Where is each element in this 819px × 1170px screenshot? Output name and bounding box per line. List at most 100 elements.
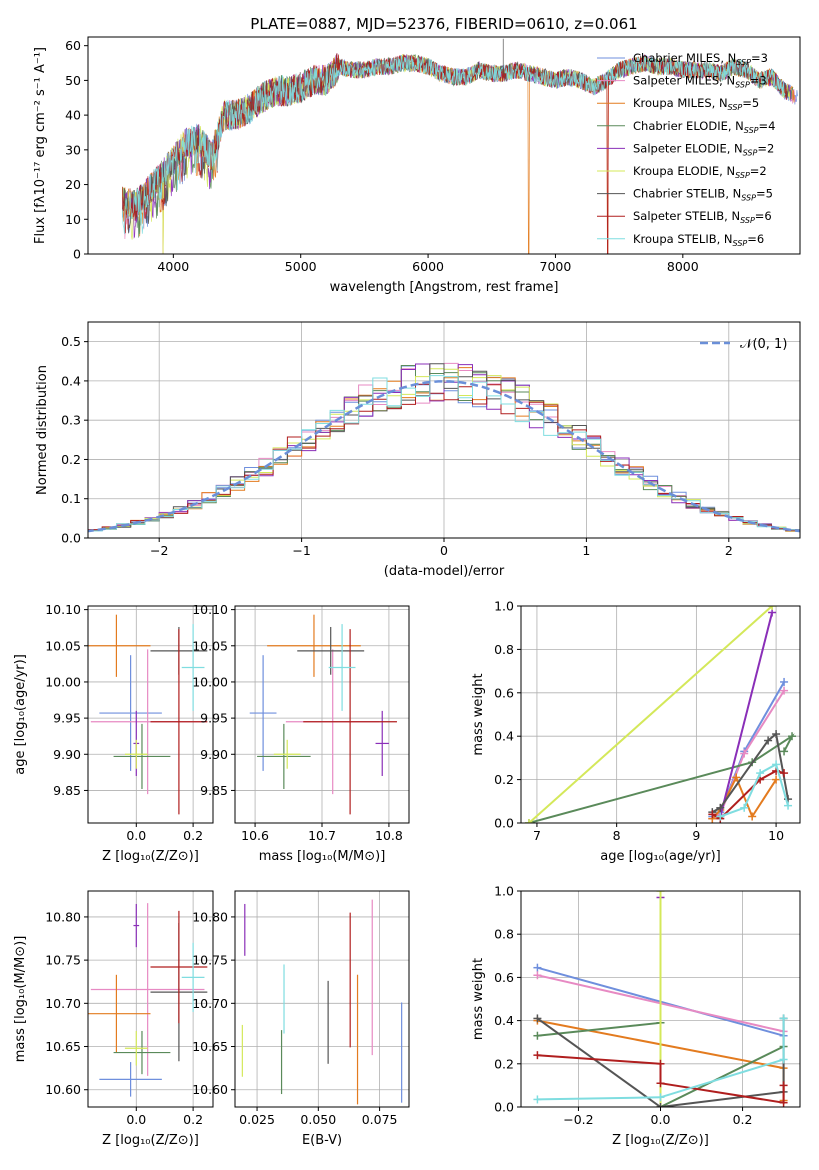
errorbar-kroupa_stelib <box>181 942 205 1012</box>
legend-subscript: SSP <box>740 216 755 225</box>
weight-marker-kroupa_stelib <box>740 803 749 812</box>
x-tick-label: −2 <box>150 543 168 558</box>
x-tick-label: 7 <box>533 828 541 843</box>
axes-frame <box>87 605 214 824</box>
y-tick-label: 10.60 <box>45 1082 81 1097</box>
y-tick-label: 0.4 <box>494 729 514 744</box>
legend-subscript: SSP <box>728 103 743 112</box>
y-tick-label: 10.00 <box>45 674 81 689</box>
legend-count: =6 <box>747 232 764 246</box>
weight-marker-salpeter_stelib <box>533 1051 542 1060</box>
x-tick-label: 0.025 <box>239 1112 275 1127</box>
weight-marker-salpeter_stelib <box>708 810 717 819</box>
y-tick-label: 0.5 <box>61 334 81 349</box>
axes-residuals: −2 −1 0 1 2 0.0 0.1 0.2 0.3 0.4 0.5 (data-model)/er… <box>35 321 801 579</box>
y-axis-label: mass weight <box>471 958 486 1040</box>
weight-marker-salpeter_miles <box>533 971 542 980</box>
y-tick-label: 20 <box>65 177 81 192</box>
x-tick-label: 10.8 <box>375 828 403 843</box>
errorbar-chabrier_miles <box>99 1062 162 1097</box>
y-tick-label: 9.85 <box>53 783 81 798</box>
weight-marker-chabrier_stelib <box>656 1103 665 1107</box>
weight-marker-kroupa_elodie <box>656 891 665 895</box>
errorbar-salpeter_stelib <box>303 629 397 815</box>
plot-content <box>88 614 208 815</box>
weight-marker-chabrier_elodie <box>780 747 789 756</box>
x-tick-label: 0.0 <box>126 1112 146 1127</box>
errorbar-chabrier_elodie <box>113 1030 171 1075</box>
weight-line-salpeter_elodie <box>719 612 774 817</box>
weight-marker-kroupa_stelib <box>779 1055 788 1064</box>
legend-subscript: SSP <box>744 126 759 135</box>
weight-marker-chabrier_elodie <box>533 1031 542 1040</box>
weight-marker-kroupa_stelib <box>784 801 793 810</box>
y-tick-label: 9.85 <box>200 783 228 798</box>
legend-count: =3 <box>750 74 767 88</box>
y-axis-label: mass [log₁₀(M/M⊙)] <box>13 936 28 1063</box>
x-axis-label: Z [log₁₀(Z/Z⊙)] <box>102 849 199 864</box>
y-tick-label: 10 <box>65 212 81 227</box>
weight-line-chabrier_elodie <box>528 733 795 823</box>
y-tick-label: 0.0 <box>494 1100 514 1115</box>
x-tick-label: 0.0 <box>651 1112 671 1127</box>
legend-count: =2 <box>750 164 767 178</box>
y-axis-label: Flux [fλ10⁻¹⁷ erg cm⁻² s⁻¹ A⁻¹] <box>33 47 48 244</box>
legend-label-kroupa_stelib: Kroupa STELIB, NSSP=6 <box>633 232 764 248</box>
plot-content <box>88 903 208 1097</box>
plot-content <box>533 891 788 1107</box>
legend-count: =4 <box>759 119 776 133</box>
legend-label-salpeter_miles: Salpeter MILES, NSSP=3 <box>633 74 767 90</box>
y-tick-label: 10.70 <box>192 996 228 1011</box>
y-tick-label: 0.6 <box>494 970 514 985</box>
x-tick-label: 0.2 <box>733 1112 753 1127</box>
axes-z_vs_weight: −0.2 0.0 0.2 0.0 0.2 0.4 0.6 0.8 1.0 Z [log₁₀(Z/Z… <box>471 884 801 1148</box>
x-axis-label: age [log₁₀(age/yr)] <box>600 849 721 864</box>
y-tick-label: 9.90 <box>200 747 228 762</box>
axes-overlay: −2 −1 0 1 2 0.0 0.1 0.2 0.3 0.4 0.5 (data-model)/er… <box>35 321 801 579</box>
x-axis-label: E(B-V) <box>302 1133 342 1148</box>
axes-overlay: −0.2 0.0 0.2 0.0 0.2 0.4 0.6 0.8 1.0 Z [log₁₀(Z/Z… <box>471 884 801 1148</box>
y-tick-label: 60 <box>65 38 81 53</box>
x-axis-label: wavelength [Angstrom, rest frame] <box>330 280 559 295</box>
x-axis-label: Z [log₁₀(Z/Z⊙)] <box>102 1133 199 1148</box>
y-axis-label: Normed distribution <box>35 365 50 495</box>
legend-label-chabrier_elodie: Chabrier ELODIE, NSSP=4 <box>633 119 775 135</box>
legend-count: =2 <box>757 141 774 155</box>
weight-marker-kroupa_stelib <box>533 1095 542 1104</box>
x-tick-label: 10.6 <box>241 828 269 843</box>
axes-age_vs_weight: 7 8 9 10 0.0 0.2 0.4 0.6 0.8 1.0 age [log₁₀(age/yr… <box>471 599 801 864</box>
plot-area <box>88 606 213 823</box>
legend-subscript: SSP <box>736 58 751 67</box>
legend-label-chabrier_stelib: Chabrier STELIB, NSSP=5 <box>633 187 773 203</box>
plot-content <box>524 606 797 823</box>
weight-marker-kroupa_stelib <box>716 812 725 821</box>
errorbar-kroupa_miles <box>88 974 151 1053</box>
axes-ebv_vs_mass: 0.025 0.050 0.075 10.60 10.65 10.70 10.75 10.80… <box>192 890 410 1148</box>
weight-marker-chabrier_miles <box>780 677 789 686</box>
x-tick-label: −0.2 <box>563 1112 593 1127</box>
x-tick-label: 4000 <box>157 259 189 274</box>
y-tick-label: 0.4 <box>61 373 81 388</box>
weight-marker-kroupa_elodie <box>524 819 533 823</box>
legend-text: Chabrier STELIB, N <box>633 187 741 201</box>
x-axis-label: mass [log₁₀(M/M⊙)] <box>259 849 386 864</box>
axes-mass_vs_age: 10.6 10.7 10.8 9.85 9.90 9.95 10.00 10.05 10.10 m… <box>192 602 410 864</box>
weight-marker-salpeter_stelib <box>656 1079 665 1088</box>
errorbar-salpeter_stelib <box>150 910 208 1024</box>
y-axis-label: age [log₁₀(age/yr)] <box>13 654 28 775</box>
weight-line-kroupa_elodie <box>528 606 773 823</box>
weight-marker-chabrier_stelib <box>772 730 781 739</box>
x-tick-label: 2 <box>725 543 733 558</box>
legend-subscript: SSP <box>735 81 750 90</box>
errorbar-salpeter_elodie <box>133 903 140 948</box>
weight-marker-chabrier_elodie <box>788 732 797 741</box>
y-tick-label: 10.75 <box>45 953 81 968</box>
errorbar-kroupa_elodie <box>124 1030 148 1066</box>
y-tick-label: 10.10 <box>192 602 228 617</box>
y-tick-label: 50 <box>65 73 81 88</box>
weight-marker-salpeter_stelib <box>779 1098 788 1107</box>
errorbar-kroupa_miles <box>88 614 151 677</box>
x-tick-label: 6000 <box>412 259 444 274</box>
y-tick-label: 10.00 <box>192 674 228 689</box>
